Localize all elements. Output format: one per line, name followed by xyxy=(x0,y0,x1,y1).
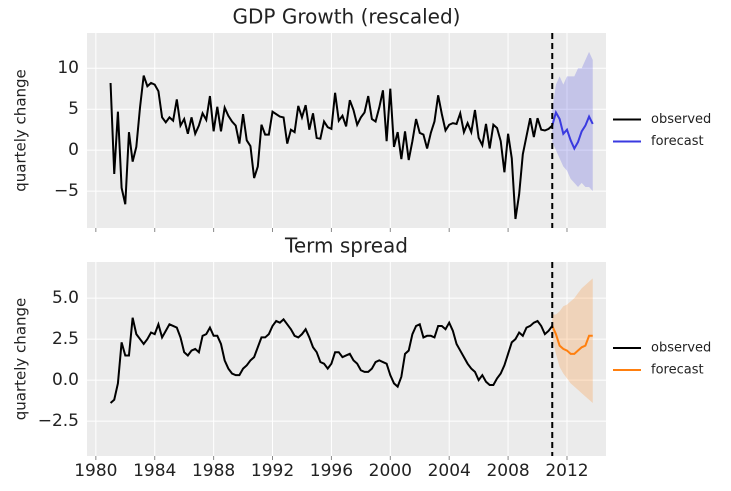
legend-label: observed xyxy=(651,341,711,356)
forecast-band xyxy=(552,51,593,192)
series-line xyxy=(551,325,593,355)
y-tick-label: 0.0 xyxy=(52,370,79,390)
series-line xyxy=(109,75,553,220)
y-tick-label: −2.5 xyxy=(38,411,79,431)
y-axis-label: quartely change xyxy=(12,69,30,192)
x-tick-label: 1988 xyxy=(192,461,235,481)
x-tick-label: 1992 xyxy=(251,461,294,481)
y-tick-label: 0 xyxy=(68,140,79,160)
legend-label: forecast xyxy=(651,363,704,378)
legend-label: forecast xyxy=(651,134,704,149)
x-tick-label: 1996 xyxy=(310,461,353,481)
x-tick-label: 1980 xyxy=(74,461,117,481)
x-tick-label: 2008 xyxy=(486,461,529,481)
x-tick-label: 2000 xyxy=(369,461,412,481)
plot-area xyxy=(87,262,606,456)
y-tick-label: 2.5 xyxy=(52,329,79,349)
y-tick-label: 5.0 xyxy=(52,288,79,308)
y-axis-label: quartely change xyxy=(12,298,30,421)
chart-title: Term spread xyxy=(284,234,408,258)
forecast-band xyxy=(552,278,593,404)
y-tick-label: −5 xyxy=(54,181,79,201)
legend-label: observed xyxy=(651,112,711,127)
x-tick-label: 1984 xyxy=(133,461,176,481)
y-tick-label: 10 xyxy=(57,58,79,78)
series-line xyxy=(551,109,594,151)
chart-title: GDP Growth (rescaled) xyxy=(233,5,461,29)
y-tick-label: 5 xyxy=(68,99,79,119)
series-line xyxy=(109,317,554,404)
x-tick-label: 2012 xyxy=(545,461,588,481)
x-tick-label: 2004 xyxy=(428,461,471,481)
